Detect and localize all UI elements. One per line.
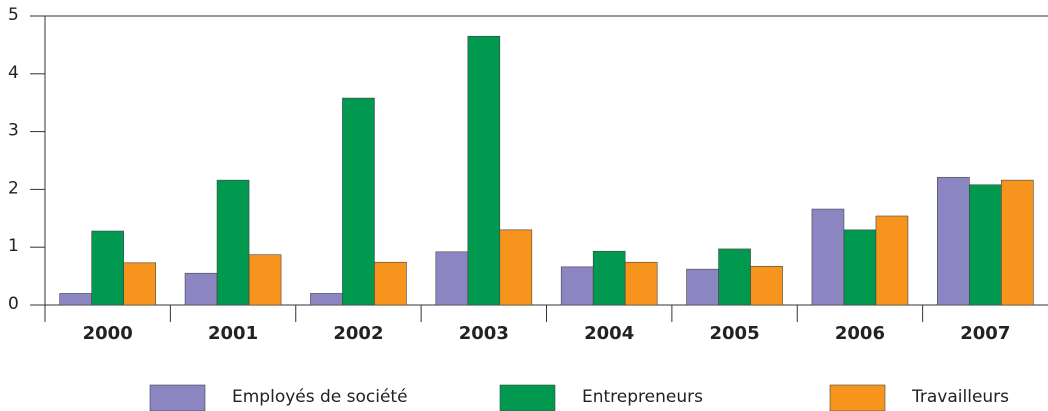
bar	[248, 254, 282, 306]
bar	[91, 230, 124, 306]
bar	[686, 268, 719, 306]
bar	[123, 262, 156, 306]
bar	[750, 265, 783, 306]
legend-label: Travailleurs	[911, 387, 1009, 407]
x-tick-label: 2003	[459, 323, 509, 344]
bar	[1001, 179, 1034, 306]
legend-swatch	[499, 384, 556, 411]
x-tick-label: 2001	[208, 323, 258, 344]
x-tick-label: 2006	[835, 323, 885, 344]
bar	[811, 208, 845, 306]
bar	[560, 266, 594, 306]
legend-swatch	[149, 384, 206, 411]
x-tick-label: 2007	[960, 323, 1010, 344]
y-tick-label: 5	[8, 5, 19, 25]
x-tick-label: 2004	[584, 323, 634, 344]
x-tick-label: 2005	[710, 323, 760, 344]
x-tick-label: 2002	[333, 323, 383, 344]
bar	[467, 35, 501, 306]
bar	[969, 184, 1002, 306]
bar	[937, 176, 970, 306]
bar	[374, 261, 407, 306]
x-tick-label: 2000	[83, 323, 133, 344]
bar	[59, 293, 92, 306]
bar	[499, 229, 533, 306]
bar	[184, 272, 218, 306]
bar	[624, 261, 658, 306]
y-tick-label: 1	[8, 236, 19, 256]
legend-label: Employés de société	[232, 387, 408, 407]
bar	[435, 251, 469, 306]
bar	[718, 248, 751, 306]
y-tick-label: 2	[8, 178, 19, 198]
bar	[216, 179, 250, 306]
y-tick-label: 3	[8, 121, 19, 141]
bar	[342, 97, 375, 306]
bar	[843, 229, 877, 306]
bar	[310, 293, 343, 306]
y-tick-label: 0	[8, 294, 19, 314]
y-tick-label: 4	[8, 63, 19, 83]
legend-label: Entrepreneurs	[582, 387, 703, 407]
legend-swatch	[829, 384, 886, 411]
bar	[875, 215, 909, 306]
bar	[592, 250, 626, 306]
